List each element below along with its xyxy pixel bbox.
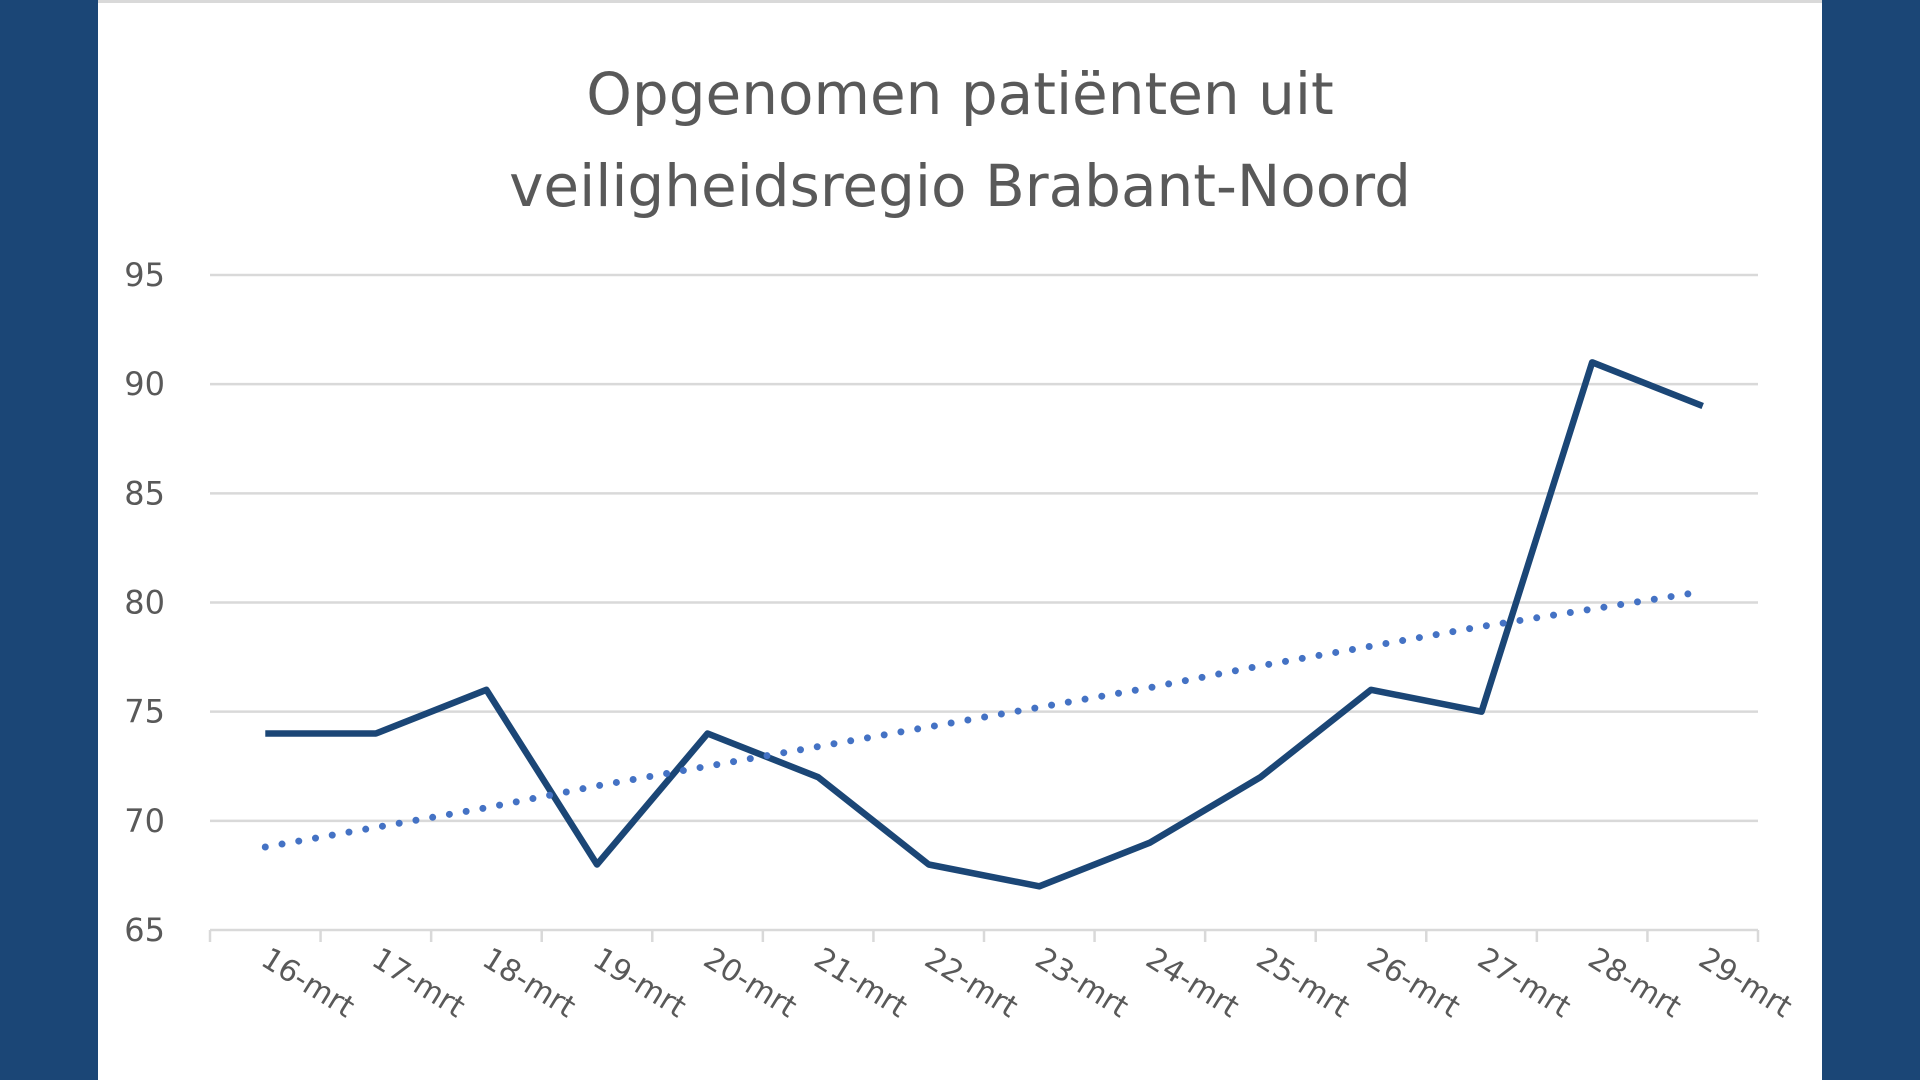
x-tick-label-25-mrt: 25-mrt — [1250, 941, 1356, 1025]
x-tick-label-24-mrt: 24-mrt — [1140, 941, 1246, 1025]
x-tick-label-19-mrt: 19-mrt — [587, 941, 693, 1025]
x-tick-label-17-mrt: 17-mrt — [366, 941, 472, 1025]
y-tick-label-95: 95 — [124, 256, 165, 294]
chart-title: Opgenomen patiënten uit veiligheidsregio… — [98, 48, 1822, 232]
y-tick-label-75: 75 — [124, 693, 165, 731]
trendline — [261, 588, 1707, 851]
x-tick-label-28-mrt: 28-mrt — [1582, 941, 1688, 1025]
y-axis: 65 70 75 80 85 90 95 — [124, 256, 165, 949]
x-tick-label-16-mrt: 16-mrt — [255, 941, 361, 1025]
y-tick-label-70: 70 — [124, 802, 165, 840]
x-tick-label-27-mrt: 27-mrt — [1471, 941, 1577, 1025]
panel-top-border — [98, 0, 1822, 3]
x-tick-label-29-mrt: 29-mrt — [1692, 941, 1798, 1025]
gridlines — [210, 273, 1758, 932]
x-tick-label-18-mrt: 18-mrt — [476, 941, 582, 1025]
series-line — [265, 359, 1704, 890]
series-group — [261, 359, 1707, 890]
y-tick-label-90: 90 — [124, 365, 165, 403]
x-tick-label-26-mrt: 26-mrt — [1361, 941, 1467, 1025]
chart-title-line-2: veiligheidsregio Brabant-Noord — [509, 152, 1411, 220]
x-tick-label-20-mrt: 20-mrt — [697, 941, 803, 1025]
x-tick-label-21-mrt: 21-mrt — [808, 941, 914, 1025]
x-tick-label-23-mrt: 23-mrt — [1029, 941, 1135, 1025]
x-tick-label-22-mrt: 22-mrt — [918, 941, 1024, 1025]
y-tick-label-65: 65 — [124, 911, 165, 949]
y-tick-label-85: 85 — [124, 474, 165, 512]
chart-title-line-1: Opgenomen patiënten uit — [586, 60, 1334, 128]
x-axis: 16-mrt 17-mrt 18-mrt 19-mrt 20-mrt 21-mrt 22-m… — [208, 930, 1798, 1025]
y-tick-label-80: 80 — [124, 584, 165, 622]
